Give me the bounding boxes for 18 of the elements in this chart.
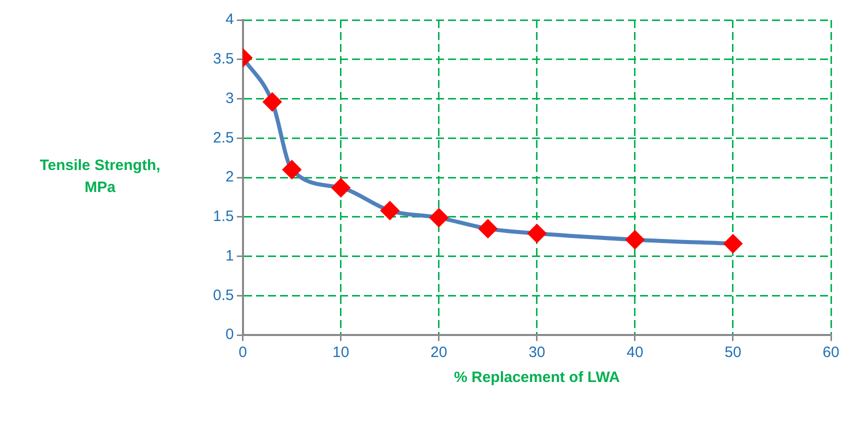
x-tick-label: 0 <box>238 344 248 362</box>
x-tick-label: 50 <box>724 344 742 362</box>
y-axis-title: Tensile Strength, MPa <box>38 156 162 198</box>
y-tick-label: 1 <box>226 247 234 264</box>
y-tick-label: 2.5 <box>212 129 234 146</box>
x-tick-label: 60 <box>822 344 840 362</box>
x-axis-title: % Replacement of LWA <box>454 369 620 386</box>
y-tick-label: 4 <box>226 11 234 28</box>
y-tick-label: 2 <box>226 168 234 186</box>
y-tick-label: 0 <box>226 326 234 344</box>
x-tick-label: 40 <box>626 344 644 362</box>
x-tick-label: 10 <box>332 344 350 362</box>
y-tick-label: 3 <box>226 90 234 107</box>
y-tick-label: 3.5 <box>212 50 234 68</box>
y-tick-label: 0.5 <box>212 286 234 304</box>
x-tick-label: 20 <box>430 344 448 362</box>
x-tick-label: 30 <box>528 344 546 362</box>
y-tick-label: 1.5 <box>212 208 234 226</box>
